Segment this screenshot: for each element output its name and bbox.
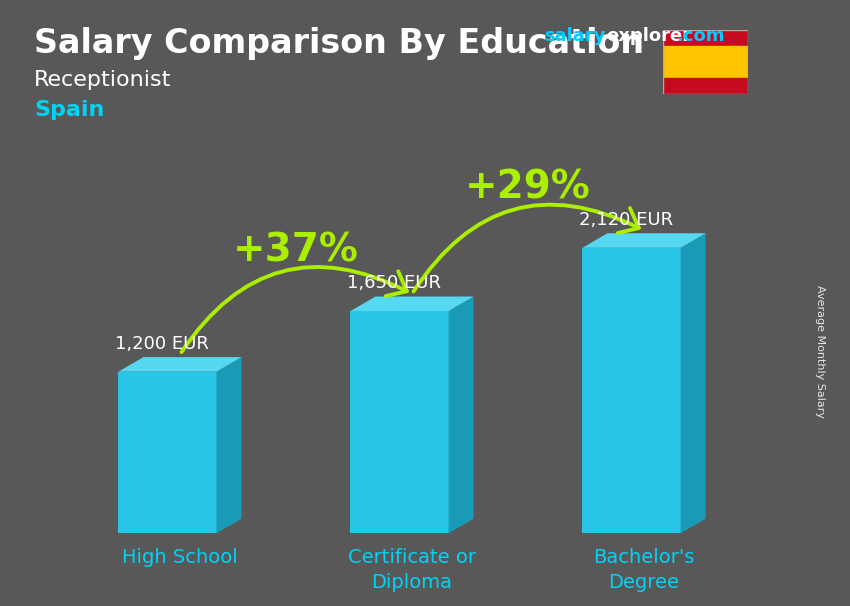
Text: +29%: +29% [465,168,591,206]
Text: Spain: Spain [34,100,105,120]
Polygon shape [582,248,681,533]
Text: Bachelor's
Degree: Bachelor's Degree [593,548,694,592]
Text: +37%: +37% [233,231,359,270]
Text: Average Monthly Salary: Average Monthly Salary [815,285,825,418]
Text: 1,200 EUR: 1,200 EUR [115,335,208,353]
Text: Receptionist: Receptionist [34,70,172,90]
Polygon shape [582,233,705,248]
Bar [663,30,748,46]
Bar [663,46,748,78]
Text: salary: salary [544,27,605,45]
Polygon shape [449,296,473,533]
FancyArrowPatch shape [182,267,407,352]
Text: .com: .com [676,27,724,45]
Text: 2,120 EUR: 2,120 EUR [579,211,673,229]
Polygon shape [118,357,241,371]
FancyArrowPatch shape [413,205,639,291]
Polygon shape [350,311,449,533]
Text: Salary Comparison By Education: Salary Comparison By Education [34,27,644,60]
Polygon shape [681,233,706,533]
Bar [663,78,748,94]
Polygon shape [118,371,217,533]
Text: High School: High School [122,548,238,567]
Polygon shape [217,357,241,533]
Polygon shape [350,296,473,311]
Text: 1,650 EUR: 1,650 EUR [347,275,441,293]
Text: Certificate or
Diploma: Certificate or Diploma [348,548,476,592]
Text: explorer: explorer [606,27,691,45]
